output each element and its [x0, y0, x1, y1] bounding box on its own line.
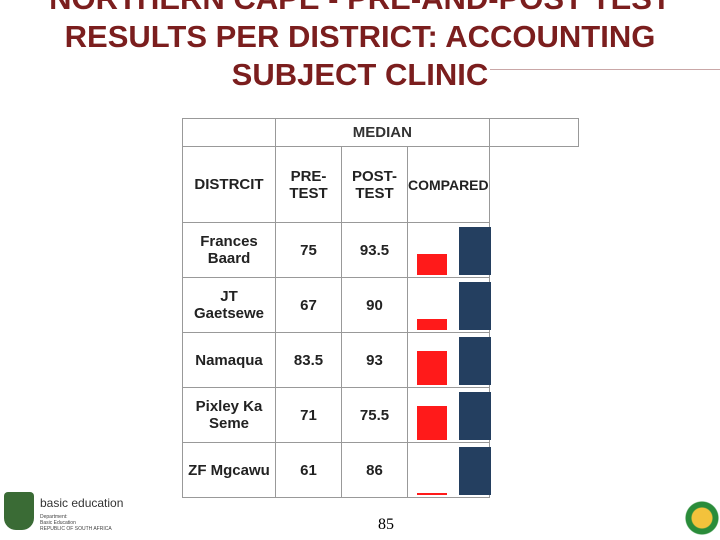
pre-cell: 67: [275, 277, 342, 333]
logo-name: basic education: [40, 496, 124, 510]
department-logo: basic education Department: Basic Educat…: [0, 490, 130, 535]
column-header: DISTRCIT: [182, 146, 276, 223]
results-table: MEDIAN DISTRCIT PRE-TEST POST-TEST COMPA…: [182, 118, 579, 498]
post-cell: 93.5: [341, 222, 408, 278]
mini-chart: [408, 333, 491, 387]
post-bar: [459, 337, 491, 385]
data-row: JT Gaetsewe 67 90: [182, 277, 579, 333]
crest: [4, 492, 34, 530]
post-cell: 90: [341, 277, 408, 333]
post-bar: [459, 227, 491, 275]
logo-line: REPUBLIC OF SOUTH AFRICA: [40, 526, 112, 532]
logo-line: Basic Education: [40, 520, 76, 526]
anniversary-logo: [672, 490, 720, 540]
district-cell: JT Gaetsewe: [182, 277, 276, 333]
data-row: ZF Mgcawu 61 86: [182, 442, 579, 498]
column-header: COMPARED: [407, 146, 490, 223]
data-row: Frances Baard 75 93.5: [182, 222, 579, 278]
page-number: 85: [378, 516, 394, 533]
compared-cell: [407, 332, 491, 388]
data-row: Namaqua 83.5 93: [182, 332, 579, 388]
district-cell: Pixley Ka Seme: [182, 387, 276, 443]
logo-line: Department:: [40, 514, 68, 520]
post-cell: 86: [341, 442, 408, 498]
pre-cell: 71: [275, 387, 342, 443]
pre-bar: [417, 493, 447, 495]
group-header: MEDIAN: [275, 118, 490, 147]
pre-bar: [417, 253, 447, 275]
data-row: Pixley Ka Seme 71 75.5: [182, 387, 579, 443]
title-rule: [490, 69, 720, 70]
compared-cell: [407, 387, 491, 443]
pre-cell: 75: [275, 222, 342, 278]
column-row: DISTRCIT PRE-TEST POST-TEST COMPARED: [182, 146, 579, 223]
pre-bar: [417, 350, 447, 385]
mini-chart: [408, 388, 491, 442]
column-header: POST-TEST: [351, 167, 397, 202]
mini-chart: [408, 443, 491, 497]
pre-cell: 61: [275, 442, 342, 498]
pre-cell: 83.5: [275, 332, 342, 388]
pre-bar: [417, 318, 447, 330]
district-cell: Frances Baard: [182, 222, 276, 278]
compared-cell: [407, 277, 491, 333]
mini-chart: [408, 223, 491, 277]
post-cell: 75.5: [341, 387, 408, 443]
compared-cell: [407, 442, 491, 498]
district-cell: Namaqua: [182, 332, 276, 388]
district-cell: ZF Mgcawu: [182, 442, 276, 498]
post-bar: [459, 282, 491, 330]
header-row: MEDIAN: [182, 118, 579, 147]
column-header: PRE-TEST: [289, 167, 328, 202]
post-cell: 93: [341, 332, 408, 388]
title: NORTHERN CAPE - PRE-AND-POST TEST RESULT…: [49, 0, 671, 92]
compared-cell: [407, 222, 491, 278]
pre-bar: [417, 405, 447, 440]
post-bar: [459, 392, 491, 440]
post-bar: [459, 447, 491, 495]
mini-chart: [408, 278, 491, 332]
